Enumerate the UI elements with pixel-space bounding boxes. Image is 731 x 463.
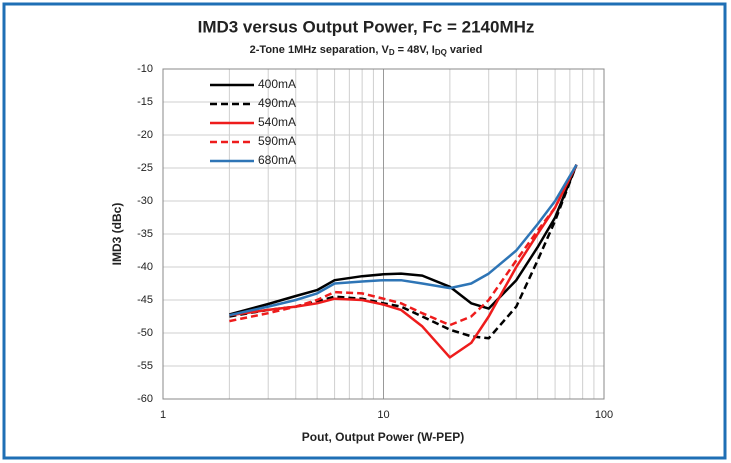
y-tick-label: -55: [137, 360, 153, 372]
y-tick-label: -25: [137, 162, 153, 174]
chart-subtitle: 2-Tone 1MHz separation, VD = 48V, IDQ va…: [250, 44, 483, 57]
x-axis-label: Pout, Output Power (W-PEP): [302, 430, 464, 444]
y-axis-label: IMD3 (dBc): [110, 203, 124, 266]
x-tick-label: 10: [377, 409, 389, 421]
legend-label: 540mA: [258, 115, 296, 129]
plot-border: [162, 68, 605, 400]
y-tick-label: -45: [137, 294, 153, 306]
series-line: [229, 164, 578, 317]
y-tick-label: -30: [137, 195, 153, 207]
y-tick-label: -15: [137, 96, 153, 108]
x-tick-label: 100: [595, 409, 613, 421]
subscript: DQ: [435, 48, 447, 57]
subtitle-part: = 48V, I: [395, 44, 435, 56]
chart-title: IMD3 versus Output Power, Fc = 2140MHz: [198, 17, 535, 36]
subscript: D: [389, 48, 395, 57]
legend-label: 400mA: [258, 77, 296, 91]
series-line: [229, 164, 578, 327]
legend-label: 680mA: [258, 153, 296, 167]
series-line: [229, 164, 578, 359]
legend-label: 590mA: [258, 134, 296, 148]
subtitle-part: 2-Tone 1MHz separation, V: [250, 44, 390, 56]
y-tick-label: -40: [137, 261, 153, 273]
x-tick-label: 1: [160, 409, 166, 421]
legend-label: 490mA: [258, 96, 296, 110]
subtitle-part: varied: [447, 44, 482, 56]
series-line: [229, 164, 578, 316]
y-tick-label: -10: [137, 63, 153, 75]
y-tick-label: -20: [137, 129, 153, 141]
y-tick-label: -50: [137, 327, 153, 339]
y-tick-label: -60: [137, 393, 153, 405]
y-tick-label: -35: [137, 228, 153, 240]
